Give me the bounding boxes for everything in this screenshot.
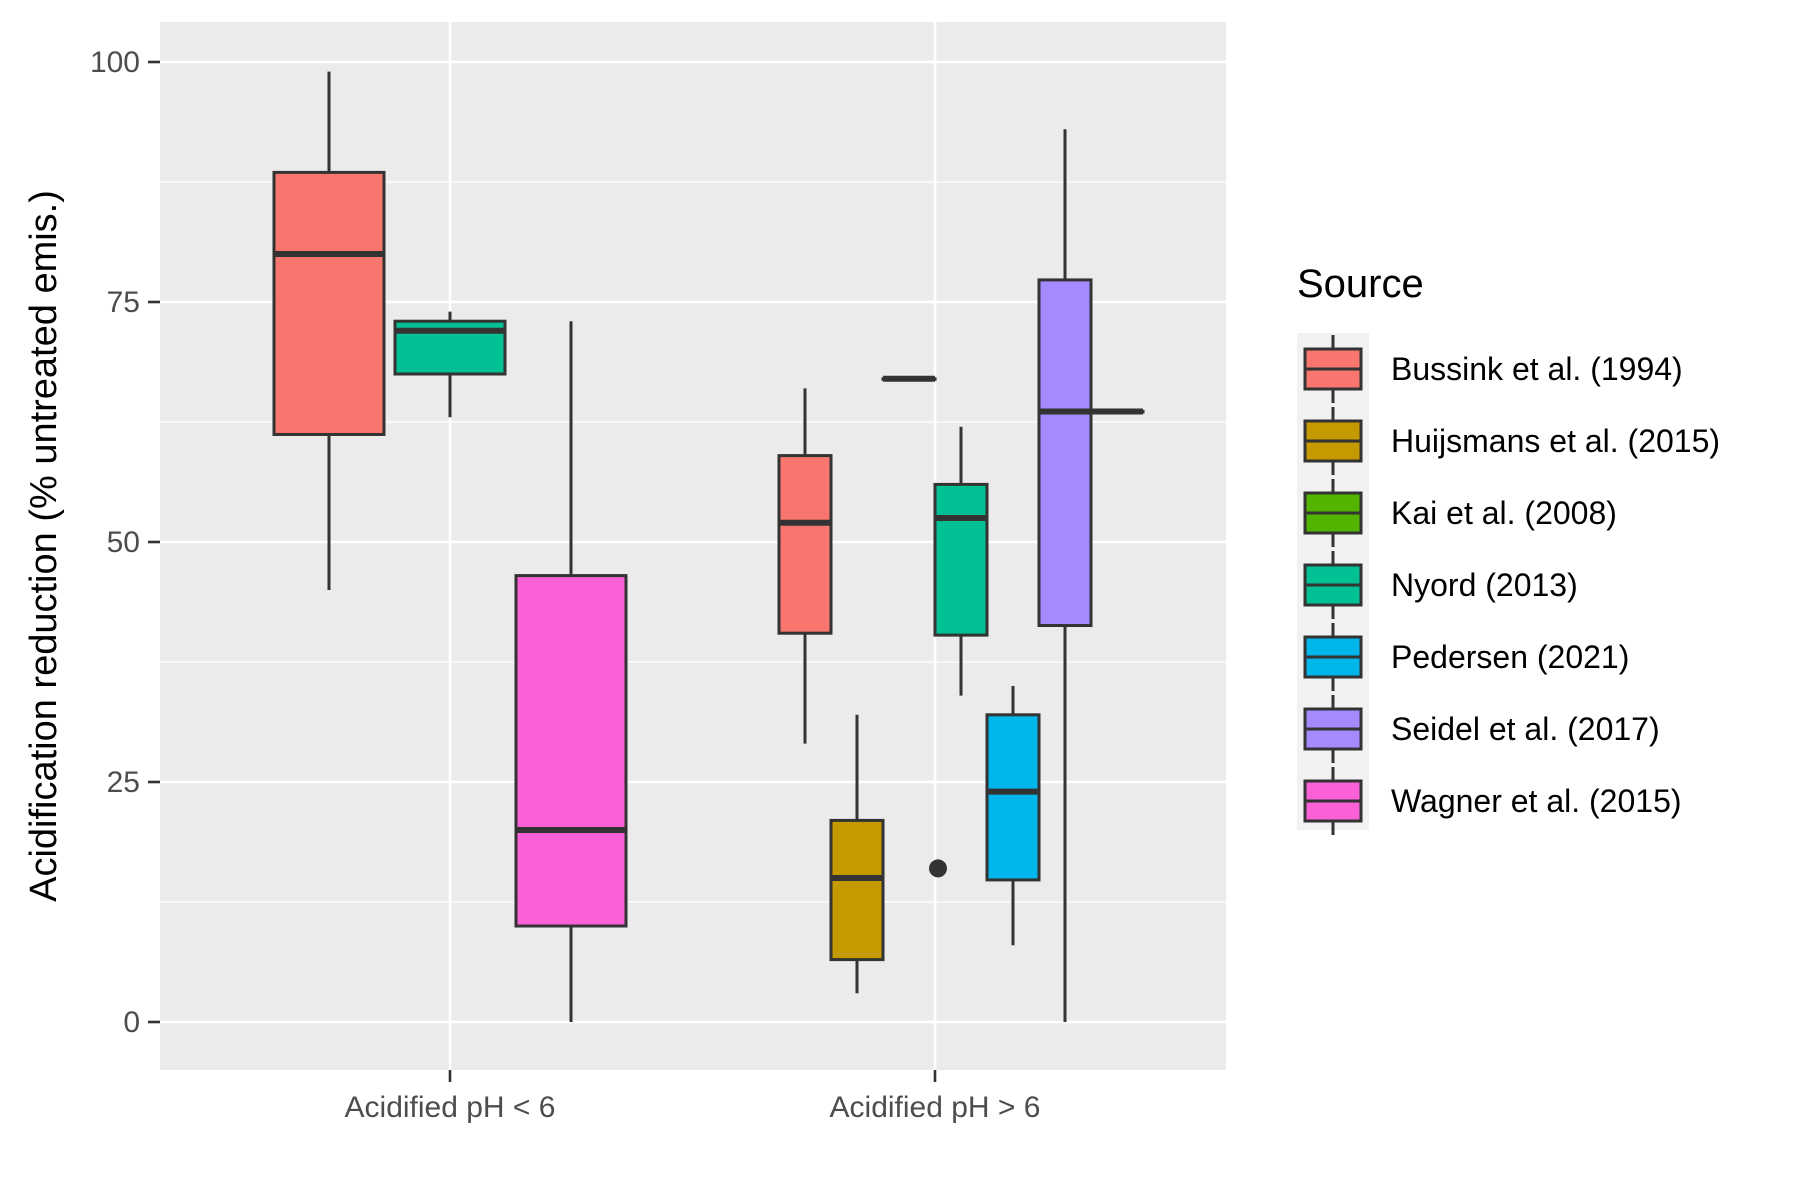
box-body: [1037, 278, 1093, 628]
box-seidel-et-al-2017--ph-gt-6: [1037, 129, 1093, 1022]
box-body: [933, 482, 989, 637]
y-tick-label: 75: [107, 286, 140, 319]
box-pedersen-2021--ph-gt-6: [929, 686, 1041, 946]
legend-label: Huijsmans et al. (2015): [1391, 423, 1720, 459]
box-body: [985, 713, 1041, 882]
legend-item: Bussink et al. (1994): [1303, 335, 1683, 403]
box-wagner-et-al-2015--ph-gt-6: [1089, 408, 1145, 415]
box-bussink-et-al-1994--ph-gt-6: [777, 388, 833, 744]
legend-title: Source: [1297, 262, 1424, 306]
boxes: [272, 71, 1145, 1022]
box-huijsmans-et-al-2015--ph-gt-6: [829, 714, 885, 994]
x-tick-label: Acidified pH < 6: [345, 1091, 556, 1124]
x-axis: Acidified pH < 6 Acidified pH > 6: [345, 1070, 1041, 1124]
y-axis: 0 25 50 75 100: [90, 46, 160, 1039]
box-bussink-et-al-1994--ph-lt-6: [272, 71, 386, 590]
legend-item: Wagner et al. (2015): [1303, 767, 1682, 835]
box-nyord-2013--ph-gt-6: [933, 426, 989, 696]
y-tick-label: 50: [107, 526, 140, 559]
box-body: [829, 818, 885, 962]
box-body: [272, 170, 386, 436]
legend: Source Bussink et al. (1994) Huijsmans et…: [1297, 262, 1720, 835]
y-tick-label: 0: [123, 1006, 140, 1039]
legend-label: Bussink et al. (1994): [1391, 351, 1683, 387]
box-kai-et-al-2008--ph-gt-6: [881, 375, 937, 382]
box-wagner-et-al-2015--ph-lt-6: [514, 321, 628, 1022]
legend-item: Pedersen (2021): [1303, 623, 1629, 691]
legend-label: Kai et al. (2008): [1391, 495, 1617, 531]
x-tick-label: Acidified pH > 6: [830, 1091, 1041, 1124]
y-tick-label: 100: [90, 46, 140, 79]
box-nyord-2013--ph-lt-6: [393, 311, 507, 418]
legend-item: Seidel et al. (2017): [1303, 695, 1660, 763]
box-body: [777, 454, 833, 635]
legend-label: Nyord (2013): [1391, 567, 1578, 603]
outlier-point: [929, 859, 947, 878]
y-axis-title: Acidification reduction (% untreated emi…: [23, 190, 65, 902]
legend-item: Huijsmans et al. (2015): [1303, 407, 1720, 475]
y-tick-label: 25: [107, 766, 140, 799]
legend-item: Kai et al. (2008): [1303, 479, 1617, 547]
legend-item: Nyord (2013): [1303, 551, 1578, 619]
legend-label: Pedersen (2021): [1391, 639, 1629, 675]
box-body: [514, 574, 628, 928]
legend-label: Wagner et al. (2015): [1391, 783, 1682, 819]
legend-label: Seidel et al. (2017): [1391, 711, 1660, 747]
